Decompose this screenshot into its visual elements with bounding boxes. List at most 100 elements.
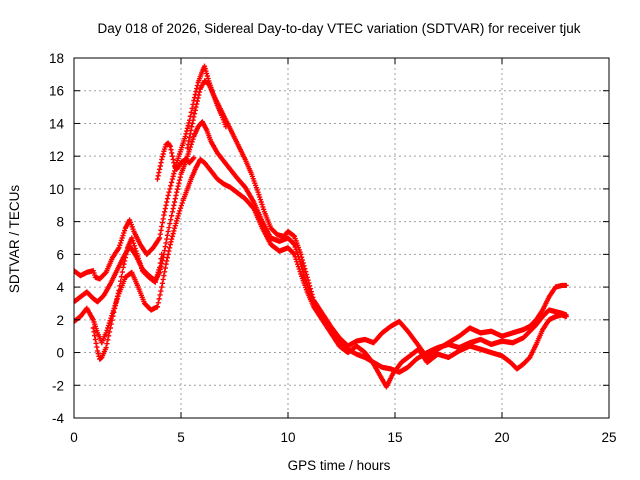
data-point — [134, 250, 140, 257]
data-point — [112, 302, 118, 308]
data-point — [170, 205, 176, 212]
data-point — [137, 260, 143, 266]
data-point — [120, 232, 126, 239]
data-point — [158, 288, 164, 294]
data-point — [203, 68, 209, 74]
plot-frame — [73, 57, 610, 419]
data-point — [163, 202, 169, 208]
data-point — [110, 313, 116, 319]
data-point — [186, 138, 192, 144]
data-point — [161, 273, 167, 279]
grid-lines — [74, 58, 609, 418]
data-point — [94, 344, 100, 350]
data-point — [123, 251, 129, 257]
chart-title: Day 018 of 2026, Sidereal Day-to-day VTE… — [98, 21, 581, 36]
series-track-1 — [74, 63, 569, 361]
data-point — [204, 73, 210, 79]
data-point — [174, 186, 181, 192]
x-tick-label: 15 — [387, 430, 402, 445]
data-point — [159, 156, 165, 163]
data-point — [261, 206, 267, 212]
data-point — [171, 225, 178, 231]
data-point — [104, 327, 110, 334]
data-point — [171, 199, 178, 205]
data-point — [130, 240, 137, 246]
data-point — [191, 111, 198, 117]
data-point — [293, 256, 299, 262]
data-point — [108, 321, 114, 327]
plot-area — [74, 63, 569, 390]
data-point — [161, 269, 168, 275]
data-point — [159, 284, 165, 290]
data-point — [185, 123, 191, 129]
y-tick-label: 2 — [56, 313, 64, 328]
data-point — [104, 341, 110, 347]
data-point — [92, 333, 98, 339]
y-tick-label: 18 — [49, 51, 64, 66]
data-point — [135, 253, 141, 259]
data-point — [122, 255, 128, 261]
data-point — [157, 166, 163, 172]
data-point — [294, 259, 300, 265]
data-point — [165, 251, 171, 257]
data-point — [120, 264, 126, 271]
data-point — [117, 283, 123, 289]
data-point — [161, 212, 167, 218]
data-point — [174, 215, 181, 221]
data-point — [191, 155, 197, 161]
data-point — [136, 258, 142, 264]
data-point — [186, 134, 193, 140]
data-point — [188, 109, 194, 115]
data-point — [250, 205, 256, 211]
data-point — [102, 270, 108, 276]
axis-ticks: 0 5 10 15 20 25 -4 -2 0 2 4 6 8 10 12 14 16 18 — [49, 51, 617, 445]
data-point — [193, 104, 199, 110]
data-point — [157, 260, 163, 266]
y-tick-label: 14 — [49, 116, 65, 131]
data-point — [93, 340, 99, 346]
data-point — [162, 265, 168, 271]
data-point — [159, 251, 165, 257]
data-point — [256, 192, 262, 198]
data-point — [103, 345, 109, 351]
data-point — [91, 329, 97, 335]
data-point — [291, 250, 297, 257]
data-point — [194, 98, 201, 104]
data-point — [169, 209, 176, 215]
x-tick-label: 0 — [70, 430, 78, 445]
data-point — [162, 244, 168, 250]
data-point — [115, 290, 121, 296]
data-point — [158, 256, 164, 262]
data-point — [170, 156, 176, 163]
data-point — [168, 239, 174, 245]
data-point — [118, 274, 125, 280]
data-point — [155, 173, 161, 179]
data-point — [118, 237, 124, 244]
data-point — [129, 235, 135, 241]
data-point — [168, 147, 174, 153]
data-point — [112, 305, 118, 311]
data-point — [164, 255, 171, 261]
y-tick-label: 10 — [49, 182, 64, 197]
data-point — [114, 296, 120, 302]
data-point — [169, 150, 175, 156]
data-point — [177, 174, 183, 180]
data-point — [201, 63, 208, 69]
y-tick-label: -2 — [52, 378, 64, 393]
data-point — [175, 213, 181, 219]
data-point — [563, 282, 569, 289]
data-point — [166, 248, 172, 254]
data-point — [113, 299, 119, 305]
data-point — [155, 269, 161, 275]
data-point — [163, 240, 169, 246]
data-point — [160, 151, 166, 157]
data-point — [164, 199, 170, 205]
data-point — [295, 264, 302, 270]
y-axis-label: SDTVAR / TECUs — [7, 185, 22, 294]
data-point — [190, 136, 196, 142]
data-point — [130, 238, 136, 244]
data-point — [157, 163, 163, 169]
data-point — [160, 216, 166, 222]
data-point — [107, 325, 113, 331]
